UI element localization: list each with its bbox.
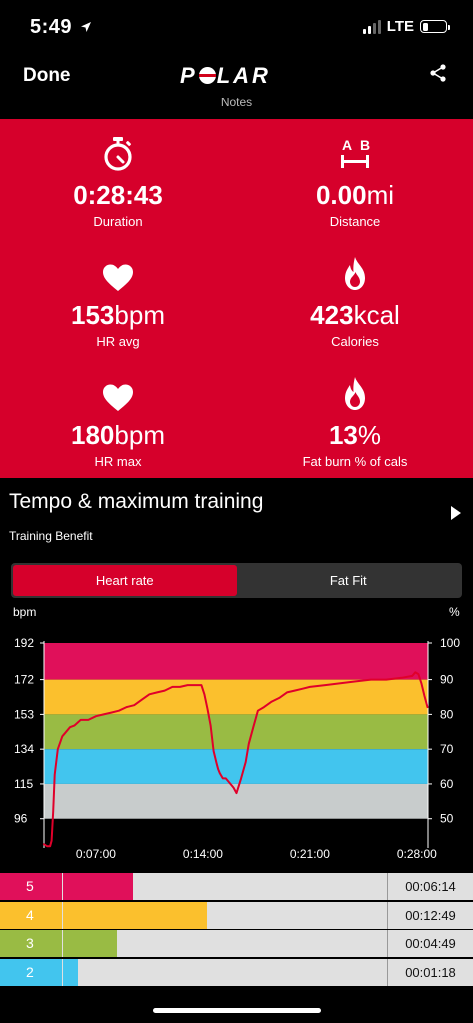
y-axis-label-left: bpm <box>13 605 36 619</box>
y-tick-label-left: 96 <box>14 812 28 826</box>
zone-summary: 5 00:06:14 4 00:12:49 3 00:04:49 2 00:01:18 <box>0 873 473 987</box>
y-tick-label-right: 90 <box>440 673 454 687</box>
stat-hr-max: 180bpm HR max <box>0 372 236 469</box>
zone-time: 00:01:18 <box>387 958 473 986</box>
heart-icon <box>103 384 133 411</box>
heart-icon <box>103 264 133 291</box>
stat-label: Distance <box>329 214 381 229</box>
polar-logo: P LAR <box>180 63 271 88</box>
stat-value: 423kcal <box>310 300 400 330</box>
stat-distance: A B 0.00mi Distance <box>237 132 473 229</box>
chart-mode-toggle: Heart rate Fat Fit <box>11 563 462 598</box>
stat-label: Fat burn % of cals <box>302 454 408 469</box>
stats-panel: 0:28:43 Duration A B 0.00mi Distance 153… <box>0 119 473 478</box>
stat-label: Duration <box>93 214 143 229</box>
battery-icon <box>420 20 450 33</box>
status-time: 5:49 <box>30 16 92 39</box>
y-tick-label-right: 70 <box>440 742 454 756</box>
flame-icon <box>345 377 365 410</box>
stat-hr-avg: 153bpm HR avg <box>0 252 236 349</box>
zone-time: 00:04:49 <box>387 930 473 957</box>
nav-bar: Done P LAR <box>0 52 473 100</box>
status-indicators: LTE <box>362 18 450 35</box>
zone-row-4: 4 00:12:49 <box>0 901 473 929</box>
stat-value: 0.00mi <box>315 180 395 210</box>
zone-number: 4 <box>0 901 62 929</box>
stat-fat-burn: 13% Fat burn % of cals <box>237 372 473 469</box>
toggle-heart-rate[interactable]: Heart rate <box>13 565 237 596</box>
stat-calories: 423kcal Calories <box>237 252 473 349</box>
notes-label[interactable]: Notes <box>220 98 253 108</box>
heart-rate-line <box>43 671 429 848</box>
y-axis-label-right: % <box>449 605 460 619</box>
zone-time-bar <box>63 901 207 929</box>
stat-label: HR max <box>94 454 142 469</box>
y-tick-label-right: 60 <box>440 777 454 791</box>
stat-label: Calories <box>331 334 379 349</box>
x-tick-label: 0:07:00 <box>76 847 116 861</box>
stopwatch-icon <box>104 137 132 171</box>
zone-number: 3 <box>0 930 62 957</box>
zone-band-5 <box>44 643 428 680</box>
y-tick-label-left: 134 <box>14 742 34 756</box>
zone-number: 2 <box>0 958 62 986</box>
heart-rate-chart: bpm % 192 172 153 134 115 96 100 90 80 70 60 50 0:07:0… <box>13 605 460 861</box>
zone-time: 00:06:14 <box>387 873 473 900</box>
network-label: LTE <box>386 18 414 35</box>
zone-band-1 <box>44 783 428 819</box>
zone-row-2: 2 00:01:18 <box>0 958 473 986</box>
zone-band-4 <box>44 679 428 715</box>
play-icon[interactable] <box>451 506 461 520</box>
x-tick-label: 0:14:00 <box>183 847 223 861</box>
zone-time-bar <box>63 958 78 986</box>
zone-time: 00:12:49 <box>387 901 473 929</box>
y-tick-label-right: 100 <box>440 636 460 650</box>
training-subtitle: Training Benefit <box>9 529 93 543</box>
y-tick-label-left: 192 <box>14 636 34 650</box>
zone-band-2 <box>44 749 428 784</box>
signal-icon <box>362 19 381 34</box>
svg-text:B: B <box>360 137 370 153</box>
y-tick-label-right: 80 <box>440 707 454 721</box>
y-tick-label-left: 172 <box>14 673 34 687</box>
y-tick-label-left: 153 <box>14 707 34 721</box>
zone-time-bar <box>63 930 117 957</box>
stat-value: 13% <box>328 420 382 450</box>
zone-time-bar <box>63 873 133 900</box>
stat-value: 0:28:43 <box>73 180 163 210</box>
location-arrow-icon <box>81 22 92 32</box>
distance-icon: A B <box>341 137 370 168</box>
zone-band-3 <box>44 714 428 750</box>
y-tick-label-right: 50 <box>440 812 454 826</box>
flame-icon <box>345 257 365 290</box>
svg-text:A: A <box>342 137 352 153</box>
home-indicator[interactable] <box>153 1008 321 1013</box>
zone-row-5: 5 00:06:14 <box>0 873 473 900</box>
y-tick-label-left: 115 <box>14 777 33 791</box>
x-tick-label: 0:28:00 <box>397 847 437 861</box>
stat-label: HR avg <box>96 334 140 349</box>
stat-value: 153bpm <box>71 300 165 330</box>
stat-value: 180bpm <box>71 420 165 450</box>
share-icon[interactable] <box>427 62 449 84</box>
zone-number: 5 <box>0 873 62 900</box>
training-title: Tempo & maximum training <box>9 490 264 513</box>
zone-row-3: 3 00:04:49 <box>0 930 473 957</box>
stat-duration: 0:28:43 Duration <box>0 132 236 229</box>
x-tick-label: 0:21:00 <box>290 847 330 861</box>
toggle-fat-fit[interactable]: Fat Fit <box>237 565 461 596</box>
done-button[interactable]: Done <box>23 65 71 86</box>
status-bar: 5:49 LTE <box>0 0 473 52</box>
